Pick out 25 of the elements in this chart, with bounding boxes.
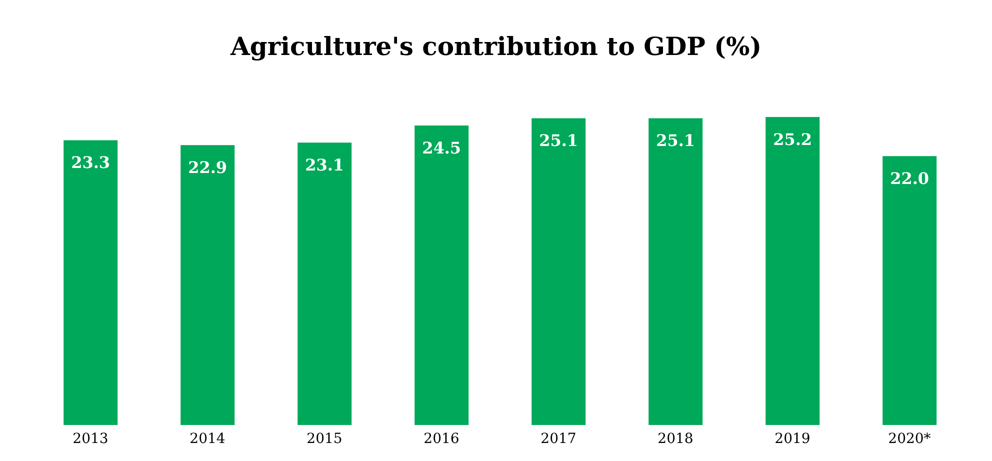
data-label: 25.1 [656,131,696,150]
x-tick-label: 2013 [72,430,108,447]
x-tick-label: 2019 [774,430,810,447]
bar [648,118,703,425]
data-label: 24.5 [422,138,462,158]
x-tick-label: 2020* [888,430,931,447]
data-label: 25.1 [539,131,578,150]
bar [414,126,469,425]
data-label: 23.1 [305,156,344,175]
x-tick-label: 2017 [540,430,576,447]
bar [180,145,235,425]
x-tick-label: 2016 [424,430,460,447]
data-label: 25.2 [773,130,812,149]
bar [298,142,352,425]
bar [766,117,820,425]
x-tick-label: 2014 [190,430,226,447]
x-tick-label: 2015 [306,430,342,447]
data-label: 22.0 [890,169,930,188]
bar [532,118,586,425]
data-label: 23.3 [71,153,110,172]
bar [64,140,118,425]
x-tick-label: 2018 [658,430,694,447]
bar [882,156,937,425]
chart-title: Agriculture's contribution to GDP (%) [229,32,763,61]
data-label: 22.9 [188,158,228,178]
